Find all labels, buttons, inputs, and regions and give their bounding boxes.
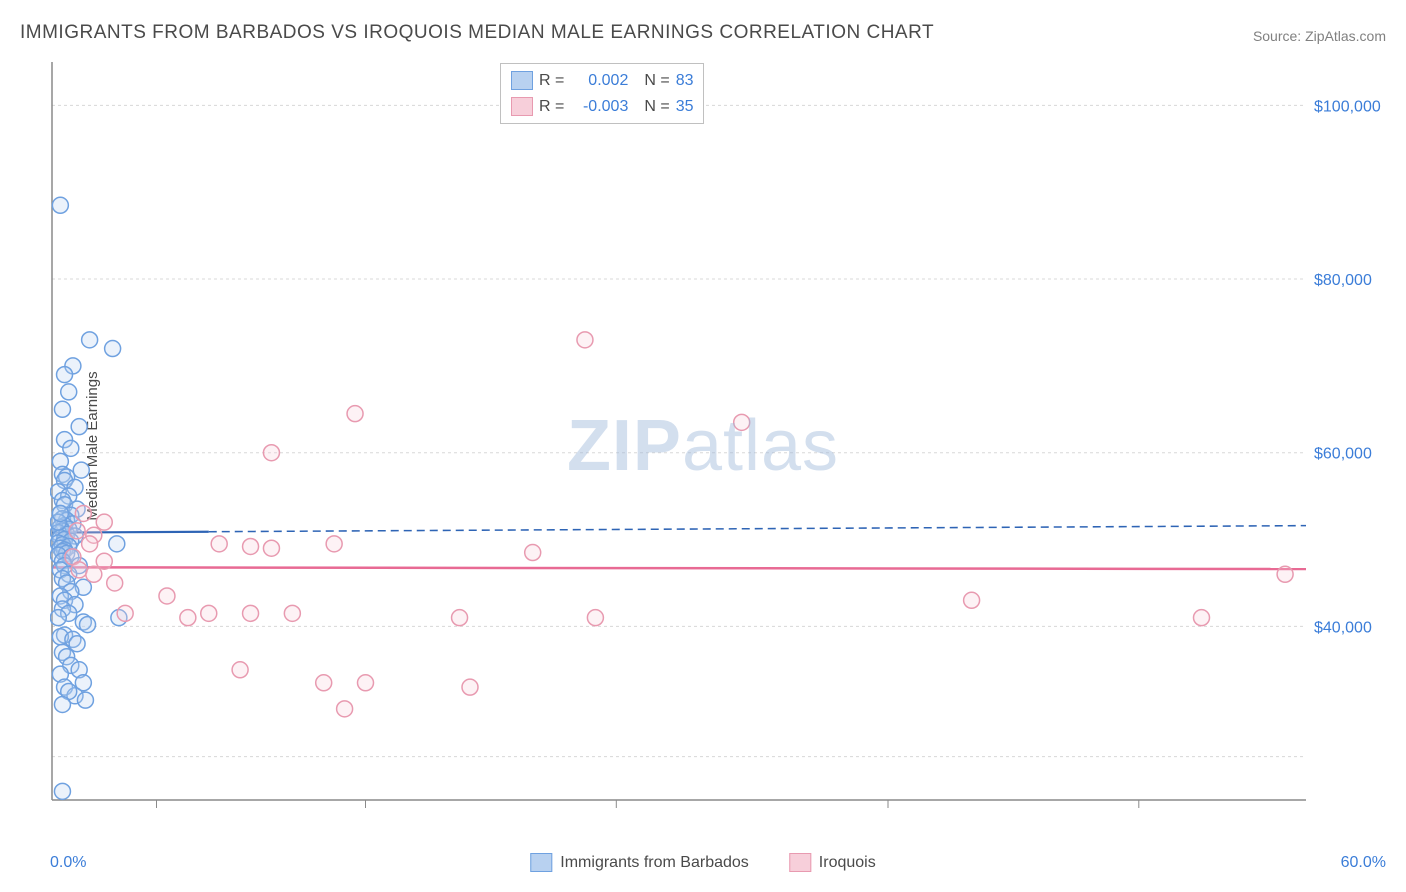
- svg-text:$100,000: $100,000: [1314, 98, 1381, 115]
- legend-label: Iroquois: [819, 854, 876, 872]
- stat-n-label: N =: [644, 68, 669, 94]
- correlation-stats-box: R =0.002 N = 83 R =-0.003 N = 35: [500, 63, 704, 124]
- svg-text:$40,000: $40,000: [1314, 619, 1372, 636]
- legend-swatch-icon: [530, 853, 552, 872]
- stats-swatch-icon: [511, 71, 533, 90]
- svg-text:$60,000: $60,000: [1314, 446, 1372, 463]
- stat-n-value: 83: [676, 68, 694, 94]
- stat-n-label: N =: [644, 94, 669, 120]
- stat-r-label: R =: [539, 94, 564, 120]
- stat-r-value: 0.002: [570, 68, 628, 94]
- stats-row: R =0.002 N = 83: [511, 68, 693, 94]
- source-label: Source: ZipAtlas.com: [1253, 28, 1386, 44]
- stat-r-label: R =: [539, 68, 564, 94]
- source-name: ZipAtlas.com: [1305, 28, 1386, 44]
- stat-n-value: 35: [676, 94, 694, 120]
- legend-swatch-icon: [789, 853, 811, 872]
- stat-r-value: -0.003: [570, 94, 628, 120]
- svg-text:$80,000: $80,000: [1314, 272, 1372, 289]
- x-axis-min-label: 0.0%: [50, 854, 86, 872]
- legend: Immigrants from Barbados Iroquois: [530, 853, 875, 872]
- stats-row: R =-0.003 N = 35: [511, 94, 693, 120]
- legend-label: Immigrants from Barbados: [560, 854, 749, 872]
- x-axis-max-label: 60.0%: [1341, 854, 1386, 872]
- legend-item-barbados: Immigrants from Barbados: [530, 853, 749, 872]
- legend-item-iroquois: Iroquois: [789, 853, 876, 872]
- chart-title: IMMIGRANTS FROM BARBADOS VS IROQUOIS MED…: [20, 22, 934, 44]
- source-prefix: Source:: [1253, 28, 1305, 44]
- correlation-scatter-chart: $40,000 $60,000 $80,000 $100,000: [50, 60, 1386, 830]
- stats-swatch-icon: [511, 97, 533, 116]
